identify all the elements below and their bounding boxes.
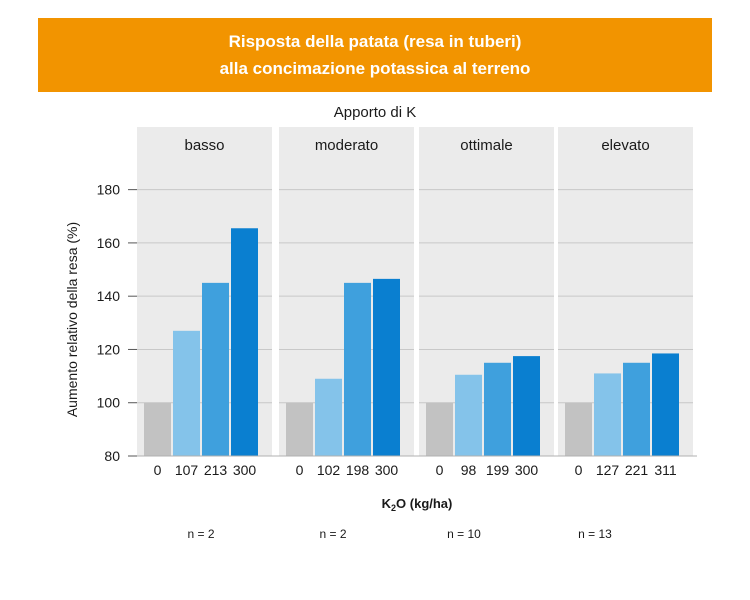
n-label-elevato: n = 13 [578,527,612,541]
bar-moderato-300 [373,278,400,456]
panel-label-moderato: moderato [315,137,378,154]
y-tick-label: 120 [97,341,121,357]
x-tick-label: 198 [346,462,370,478]
chart-title-line-1: Risposta della patata (resa in tuberi) [228,32,522,51]
bar-moderato-0 [286,402,313,456]
bar-moderato-102 [315,378,342,456]
n-label-basso: n = 2 [187,527,215,541]
y-tick-label: 160 [97,235,121,251]
bar-basso-107 [173,330,200,456]
chart-title-banner: Risposta della patata (resa in tuberi) a… [38,18,712,92]
y-tick-label: 100 [97,395,121,411]
bar-basso-300 [231,228,258,456]
bar-ottimale-199 [484,362,511,456]
bar-moderato-198 [344,282,371,456]
x-tick-label: 213 [204,462,228,478]
facet-title: Apporto di K [334,104,417,121]
x-tick-label: 98 [461,462,477,478]
chart-title-line-2: alla concimazione potassica al terreno [219,59,531,78]
bar-basso-0 [144,402,171,456]
x-tick-label: 300 [515,462,539,478]
x-tick-label: 221 [625,462,649,478]
bar-ottimale-300 [513,356,540,456]
bar-ottimale-98 [455,374,482,456]
x-tick-label: 0 [154,462,162,478]
n-label-moderato: n = 2 [319,527,347,541]
x-tick-label: 311 [654,462,677,478]
x-axis-label: K2O (kg/ha) [382,496,453,513]
bar-elevato-127 [594,373,621,456]
y-tick-label: 180 [97,182,121,198]
y-tick-label: 80 [104,448,120,464]
x-tick-label: 300 [375,462,399,478]
y-tick-label: 140 [97,288,121,304]
x-tick-label: 127 [596,462,620,478]
x-tick-label: 0 [436,462,444,478]
n-label-ottimale: n = 10 [447,527,481,541]
x-tick-label: 102 [317,462,341,478]
x-axis-label-subscript: 2 [391,503,396,513]
bar-elevato-221 [623,362,650,456]
y-axis-label: Aumento relativo della resa (%) [64,222,80,417]
x-tick-label: 0 [575,462,583,478]
bar-elevato-311 [652,353,679,456]
x-tick-label: 300 [233,462,257,478]
x-axis-label-rest: O (kg/ha) [396,496,452,511]
bar-ottimale-0 [426,402,453,456]
x-tick-label: 199 [486,462,510,478]
bar-elevato-0 [565,402,592,456]
x-axis-label-main: K [382,496,392,511]
panel-label-basso: basso [184,137,224,154]
panel-label-elevato: elevato [601,137,649,154]
panel-label-ottimale: ottimale [460,137,513,154]
x-tick-label: 0 [296,462,304,478]
bar-basso-213 [202,282,229,456]
x-tick-label: 107 [175,462,199,478]
